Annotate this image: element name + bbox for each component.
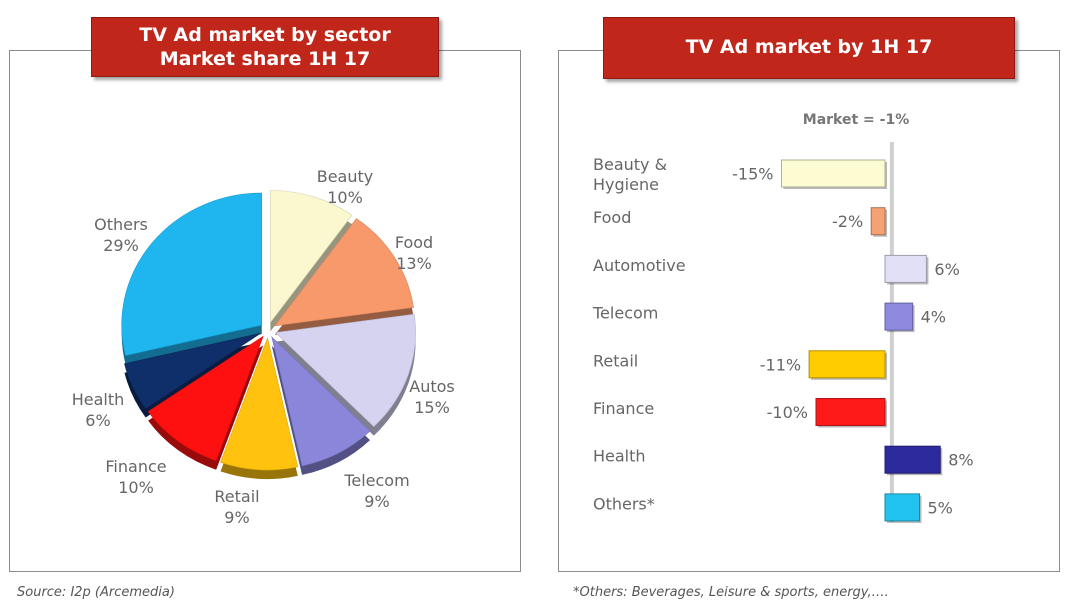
pie-label-autos: Autos: [409, 377, 454, 396]
bar-category-label-3-0: Telecom: [592, 304, 658, 323]
pie-label-others: Others: [94, 215, 148, 234]
pie-value-others: 29%: [103, 236, 139, 255]
pie-chart-title-line1: TV Ad market by sector: [139, 24, 391, 46]
pie-label-beauty: Beauty: [317, 167, 374, 186]
pie-chart-title-banner: TV Ad market by sector Market share 1H 1…: [91, 17, 439, 77]
pie-value-finance: 10%: [118, 478, 154, 497]
bar-chart-title: TV Ad market by 1H 17: [685, 36, 933, 58]
market-reference-label: Market = -1%: [803, 112, 909, 128]
bar-category-label-2-0: Automotive: [593, 256, 686, 275]
bar-value-label-4: -11%: [760, 355, 801, 374]
pie-value-telecom: 9%: [364, 492, 389, 511]
pie-slice-finance: [147, 335, 264, 462]
bar-chart-title-banner: TV Ad market by 1H 17: [603, 17, 1015, 79]
pie-slice-autos: [274, 313, 416, 428]
bar-value-label-1: -2%: [832, 212, 863, 231]
bar-0: [781, 159, 886, 188]
bar-category-label-0-1: Hygiene: [593, 175, 659, 194]
pie-slice-food: [274, 218, 414, 327]
pie-chart-title-line2: Market share 1H 17: [159, 48, 371, 70]
pie-label-health: Health: [72, 390, 125, 409]
pie-slice-retail: [220, 336, 299, 471]
bar-category-label-1-0: Food: [593, 208, 631, 227]
bar-1: [870, 207, 886, 236]
bar-2: [884, 254, 927, 283]
bar-category-label-5-0: Finance: [593, 399, 654, 418]
others-footnote: *Others: Beverages, Leisure & sports, en…: [573, 585, 889, 600]
bar-3: [884, 302, 914, 331]
bar-category-label-6-0: Health: [593, 447, 646, 466]
bar-value-label-3: 4%: [921, 308, 946, 327]
pie-chart-panel: [9, 50, 521, 572]
source-note: Source: I2p (Arcemedia): [17, 585, 175, 600]
pie-value-autos: 15%: [414, 398, 450, 417]
pie-value-beauty: 10%: [327, 188, 363, 207]
bar-value-label-2: 6%: [934, 260, 959, 279]
pie-value-retail: 9%: [224, 508, 249, 527]
bar-4: [808, 350, 886, 379]
bar-value-label-6: 8%: [948, 451, 973, 470]
pie-value-health: 6%: [85, 411, 110, 430]
bar-value-label-5: -10%: [767, 403, 808, 422]
pie-value-food: 13%: [396, 254, 432, 273]
bar-7: [884, 493, 920, 522]
pie-label-finance: Finance: [105, 457, 166, 476]
bar-category-label-7-0: Others*: [593, 494, 655, 513]
bar-value-label-7: 5%: [928, 498, 953, 517]
bar-value-label-0: -15%: [732, 165, 773, 184]
pie-slice-beauty: [270, 190, 353, 324]
pie-label-retail: Retail: [214, 487, 259, 506]
pie-slice-health: [124, 332, 261, 409]
bar-5: [815, 398, 886, 426]
bar-chart-panel: [558, 50, 1060, 572]
pie-label-telecom: Telecom: [343, 471, 409, 490]
bar-category-label-0-0: Beauty &: [593, 155, 667, 174]
bar-6: [884, 445, 941, 474]
pie-slice-telecom: [271, 336, 371, 467]
pie-slice-others: [121, 192, 263, 356]
pie-label-food: Food: [395, 233, 433, 252]
bar-category-label-4-0: Retail: [593, 351, 638, 370]
